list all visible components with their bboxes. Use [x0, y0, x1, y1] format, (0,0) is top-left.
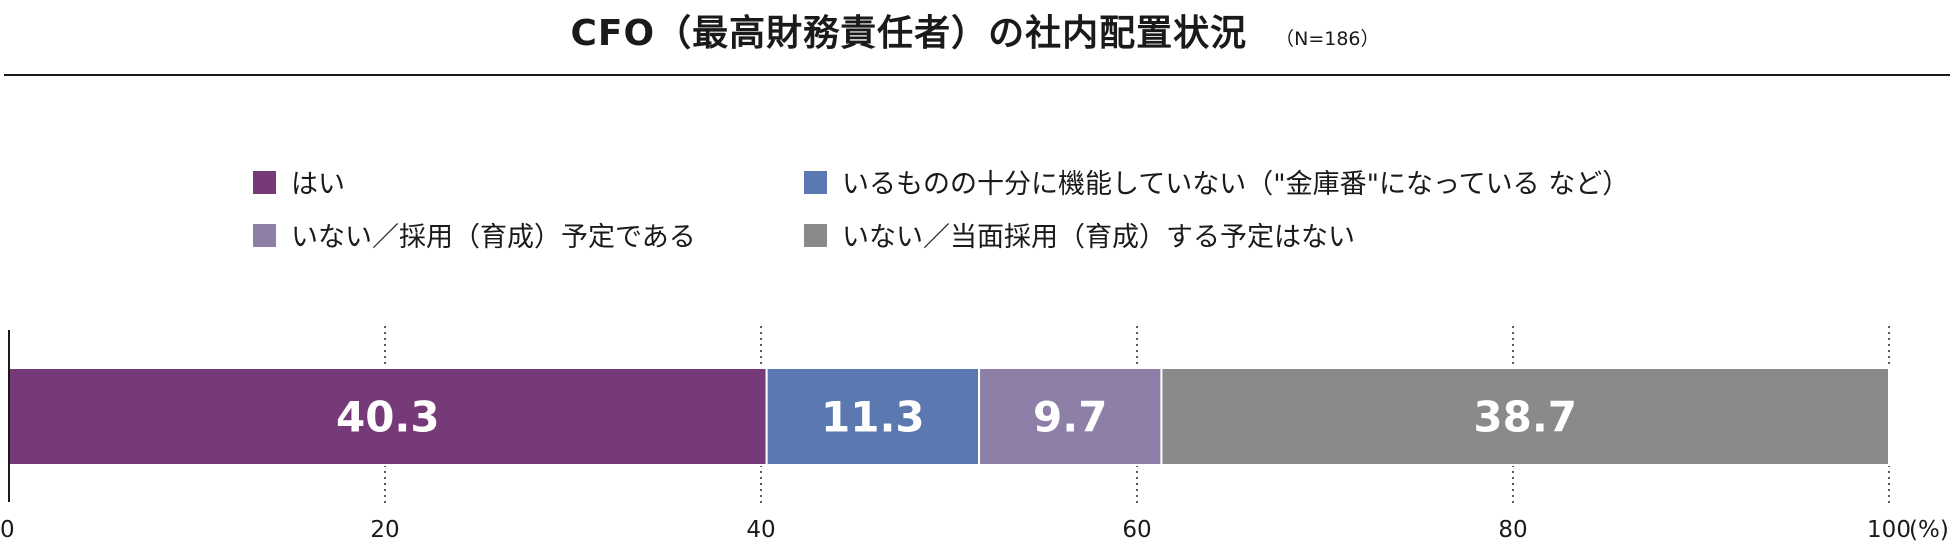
legend-swatch [253, 224, 276, 247]
x-axis: 0 20 40 60 80 100(%) [0, 330, 1949, 543]
legend-swatch [253, 171, 276, 194]
x-tick-label: 40 [746, 517, 775, 543]
x-tick-label: 80 [1498, 517, 1527, 543]
legend-label: いない／採用（育成）予定である [291, 222, 696, 253]
title-divider [4, 74, 1950, 76]
x-tick-label: 60 [1122, 517, 1151, 543]
x-axis-unit: (%) [1909, 517, 1949, 543]
x-tick-label: 20 [370, 517, 399, 543]
bar-segment [765, 367, 981, 466]
legend-label: いるものの十分に機能していない（"金庫番"になっている など） [842, 169, 1629, 200]
bar-segments: 40.3 11.3 9.7 38.7 [8, 367, 1890, 466]
x-tick-label: 100 [1867, 517, 1911, 543]
bar-segment [1160, 367, 1890, 466]
bar-value-label: 40.3 [336, 393, 440, 442]
legend-label: いない／当面採用（育成）する予定はない [842, 222, 1355, 253]
bar-value-label: 38.7 [1473, 393, 1577, 442]
legend: はい いるものの十分に機能していない（"金庫番"になっている など） いない／採用（… [253, 169, 1629, 253]
bar-value-label: 9.7 [1033, 393, 1107, 442]
grid-lines [384, 326, 1890, 505]
legend-label: はい [291, 169, 345, 200]
chart-title: CFO（最高財務責任者）の社内配置状況 [570, 13, 1248, 54]
bar-value-label: 11.3 [821, 393, 925, 442]
legend-swatch [804, 171, 827, 194]
legend-swatch [804, 224, 827, 247]
chart-title-block: CFO（最高財務責任者）の社内配置状況 （N=186） [0, 4, 1950, 54]
bar-segment [978, 367, 1163, 466]
x-tick-label: 0 [0, 517, 15, 543]
chart-subtitle: （N=186） [1275, 28, 1380, 50]
